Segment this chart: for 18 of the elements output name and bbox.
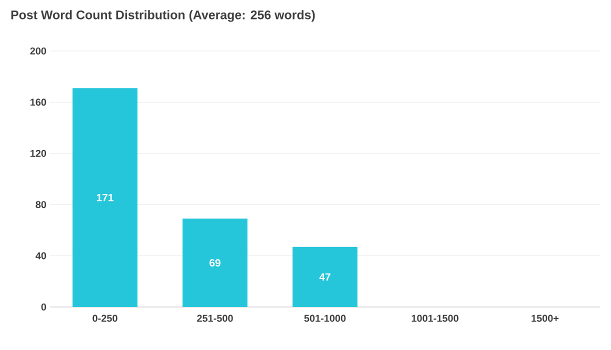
x-tick-label: 0-250	[92, 314, 118, 322]
y-tick-label: 200	[30, 47, 46, 55]
bar	[72, 88, 138, 307]
bar	[182, 218, 248, 307]
y-tick-label: 40	[36, 252, 46, 260]
x-tick-label: 251-500	[197, 314, 233, 322]
y-tick-label: 120	[30, 150, 46, 157]
data-label: 69	[210, 259, 220, 267]
bar	[292, 246, 358, 307]
y-tick-label: 160	[30, 98, 46, 106]
chart-title: Post Word Count Distribution (Average: 256 words)	[11, 10, 315, 22]
y-tick-label: 0	[41, 303, 46, 311]
x-tick-label: 1500+	[532, 314, 559, 322]
x-tick-label: 1001-1500	[412, 314, 458, 322]
x-tick-label: 501-1000	[304, 314, 346, 322]
y-tick-label: 80	[36, 201, 46, 208]
data-label: 47	[319, 273, 330, 281]
data-label: 171	[96, 194, 114, 202]
